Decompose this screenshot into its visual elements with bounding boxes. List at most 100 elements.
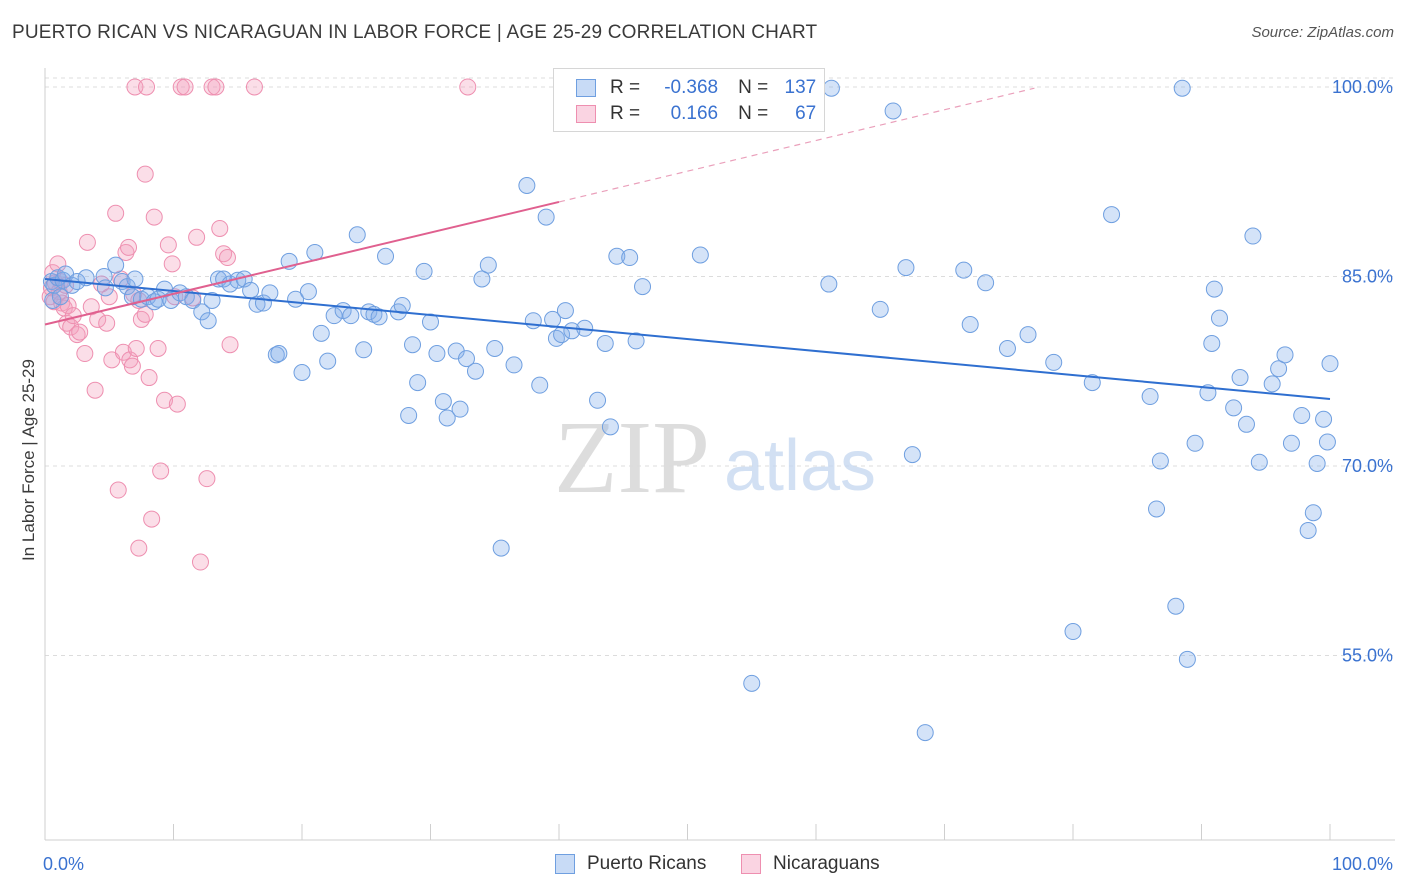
puerto-ricans-point bbox=[248, 295, 266, 313]
puerto-ricans-point bbox=[1315, 410, 1333, 428]
puerto-ricans-point bbox=[531, 376, 549, 394]
puerto-ricans-point bbox=[451, 400, 469, 418]
puerto-ricans-point bbox=[1231, 369, 1249, 387]
nicaraguans-point bbox=[78, 233, 96, 251]
nicaraguans-point bbox=[203, 78, 221, 96]
legend-swatch-pink bbox=[576, 105, 596, 123]
bottom-legend-label-nicaraguans: Nicaraguans bbox=[773, 853, 880, 874]
puerto-ricans-point bbox=[998, 339, 1016, 357]
legend-r-label: R = bbox=[610, 77, 641, 98]
nicaraguans-point bbox=[127, 339, 145, 357]
puerto-ricans-point bbox=[1263, 375, 1281, 393]
puerto-ricans-point bbox=[473, 270, 491, 288]
puerto-ricans-point bbox=[871, 300, 889, 318]
x-tick-label: 0.0% bbox=[43, 854, 84, 874]
puerto-ricans-point bbox=[1225, 399, 1243, 417]
puerto-ricans-point bbox=[608, 247, 626, 265]
puerto-ricans-point bbox=[977, 274, 995, 292]
nicaraguans-point bbox=[117, 243, 135, 261]
puerto-ricans-point bbox=[903, 446, 921, 464]
puerto-ricans-point bbox=[400, 406, 418, 424]
nicaraguans-point bbox=[100, 288, 118, 306]
nicaraguans-point bbox=[207, 78, 225, 96]
puerto-ricans-point bbox=[428, 345, 446, 363]
nicaraguans-point bbox=[136, 165, 154, 183]
puerto-ricans-point bbox=[621, 249, 639, 267]
gridlines bbox=[45, 77, 1395, 657]
puerto-ricans-point bbox=[1203, 334, 1221, 352]
nicaraguans-point bbox=[168, 395, 186, 413]
watermark: ZIP atlas bbox=[554, 400, 876, 515]
puerto-ricans-point bbox=[916, 724, 934, 742]
puerto-ricans-point bbox=[1173, 79, 1191, 97]
trend-lines bbox=[44, 87, 1331, 401]
puerto-ricans-point bbox=[1321, 355, 1339, 373]
puerto-ricans-point bbox=[897, 259, 915, 277]
nicaraguans-point bbox=[138, 78, 156, 96]
puerto-ricans-point bbox=[1293, 406, 1311, 424]
nicaraguans-point bbox=[245, 78, 263, 96]
puerto-ricans-point bbox=[96, 279, 114, 297]
puerto-ricans-point bbox=[319, 352, 337, 370]
x-tick-label: 100.0% bbox=[1332, 854, 1393, 874]
stats-legend: R = -0.368 N = 137 R = 0.166 N = 67 bbox=[553, 68, 825, 132]
puerto-ricans-point bbox=[466, 362, 484, 380]
puerto-ricans-point bbox=[1308, 454, 1326, 472]
puerto-ricans-point bbox=[409, 374, 427, 392]
puerto-ricans-point bbox=[422, 313, 439, 331]
puerto-ricans-point bbox=[370, 308, 388, 326]
bottom-legend-label-puerto-ricans: Puerto Ricans bbox=[587, 853, 707, 874]
puerto-ricans-point bbox=[1237, 415, 1255, 433]
puerto-ricans-point bbox=[1178, 650, 1196, 668]
legend-row-nicaraguans: R = 0.166 N = 67 bbox=[576, 101, 816, 127]
nicaraguans-point bbox=[198, 470, 216, 488]
puerto-ricans-point bbox=[955, 261, 973, 279]
bottom-legend-puerto-ricans: Puerto Ricans bbox=[555, 851, 706, 877]
puerto-ricans-point bbox=[691, 246, 709, 264]
nicaraguans-point bbox=[120, 238, 138, 256]
nicaraguans-point bbox=[188, 228, 206, 246]
puerto-ricans-point bbox=[434, 393, 452, 411]
legend-n-value: 67 bbox=[795, 103, 817, 124]
nicaraguans-point bbox=[71, 323, 89, 341]
puerto-ricans-point bbox=[601, 418, 619, 436]
nicaraguans-point bbox=[123, 357, 141, 375]
puerto-ricans-point bbox=[1282, 434, 1300, 452]
puerto-ricans-point bbox=[199, 312, 217, 330]
nicaraguans-point bbox=[140, 369, 158, 387]
legend-n-label: N = bbox=[738, 103, 769, 124]
watermark-atlas: atlas bbox=[724, 426, 876, 506]
puerto-ricans-point bbox=[312, 324, 330, 342]
puerto-ricans-point bbox=[203, 291, 221, 309]
nicaraguans-point bbox=[152, 462, 170, 480]
puerto-ricans-point bbox=[518, 177, 536, 195]
nicaraguans-point bbox=[126, 78, 144, 96]
puerto-ricans-point bbox=[457, 350, 475, 368]
puerto-ricans-point bbox=[1045, 353, 1063, 371]
puerto-ricans-point bbox=[1019, 326, 1037, 344]
puerto-ricans-point bbox=[544, 310, 562, 328]
puerto-ricans-point bbox=[1167, 597, 1185, 615]
puerto-ricans-point bbox=[404, 336, 422, 354]
nicaraguans-point bbox=[459, 78, 477, 96]
puerto-ricans-point bbox=[355, 341, 373, 359]
puerto-ricans-point bbox=[377, 247, 395, 265]
nicaraguans-point bbox=[221, 336, 239, 354]
puerto-ricans-point bbox=[1270, 360, 1288, 378]
puerto-ricans-point bbox=[342, 307, 360, 325]
puerto-ricans-point bbox=[596, 334, 614, 352]
puerto-ricans-point bbox=[348, 226, 366, 244]
puerto-ricans-point bbox=[1083, 374, 1101, 392]
watermark-zip: ZIP bbox=[554, 400, 710, 515]
nicaraguans-point bbox=[211, 219, 229, 237]
bottom-legend-swatch-pink bbox=[741, 854, 761, 874]
puerto-ricans-point bbox=[51, 288, 69, 306]
legend-n-label: N = bbox=[738, 77, 769, 98]
puerto-ricans-point bbox=[627, 332, 645, 350]
nicaraguans-trend-line bbox=[44, 200, 560, 326]
puerto-ricans-point bbox=[1318, 433, 1336, 451]
nicaraguans-point bbox=[163, 255, 181, 273]
puerto-ricans-point bbox=[107, 256, 125, 274]
puerto-ricans-point bbox=[822, 79, 840, 97]
